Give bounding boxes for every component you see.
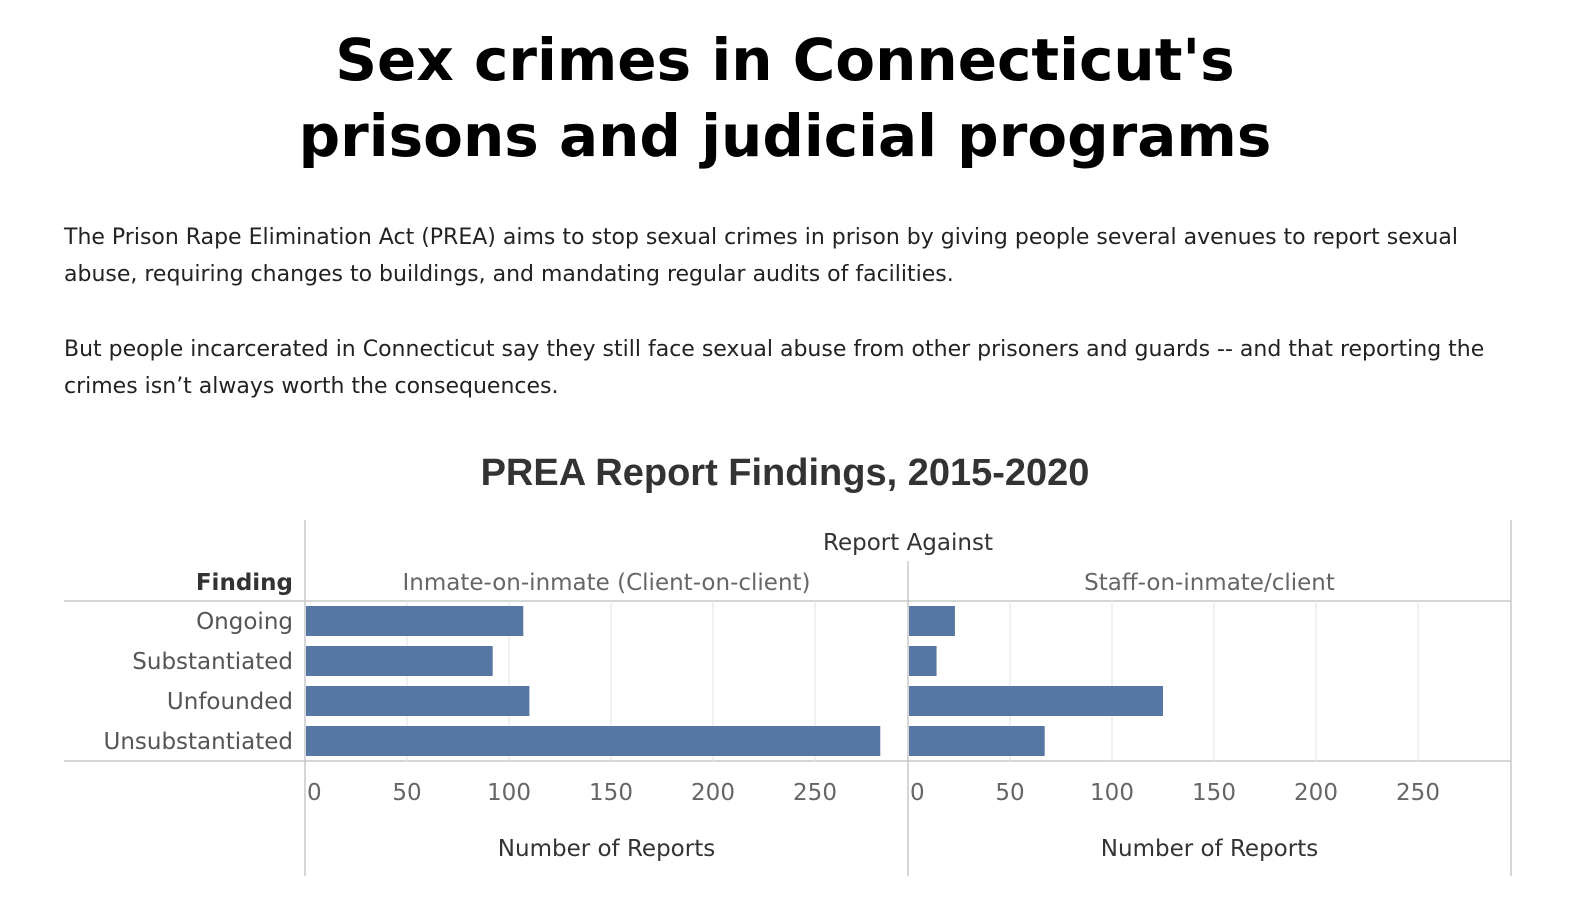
x-tick-label: 100 [487,780,531,806]
category-label: Unsubstantiated [103,729,293,755]
x-tick-label: 50 [995,780,1024,806]
x-tick-label: 250 [793,780,837,806]
intro-paragraph: The Prison Rape Elimination Act (PREA) a… [64,225,1458,287]
category-label: Unfounded [167,689,293,715]
bar-1-0 [909,606,955,636]
row-header-label: Finding [196,570,293,596]
x-tick-label: 0 [307,780,322,806]
page-title-line-2: prisons and judicial programs [298,102,1272,170]
chart-title: PREA Report Findings, 2015-2020 [480,452,1090,494]
bar-0-2 [306,686,530,716]
panel-header-label: Inmate-on-inmate (Client-on-client) [402,570,810,596]
context-paragraph: But people incarcerated in Connecticut s… [64,337,1485,399]
bar-1-3 [909,726,1045,756]
bar-1-1 [909,646,937,676]
x-axis-title: Number of Reports [498,836,715,862]
category-label: Ongoing [196,609,293,635]
x-tick-label: 0 [910,780,925,806]
bar-1-2 [909,686,1163,716]
x-tick-label: 200 [1294,780,1338,806]
column-header-label: Report Against [823,530,993,556]
x-tick-label: 50 [392,780,421,806]
bar-0-1 [306,646,493,676]
x-tick-label: 250 [1396,780,1440,806]
x-tick-label: 100 [1090,780,1134,806]
page-title-line-1: Sex crimes in Connecticut's [335,26,1235,94]
bar-0-3 [306,726,881,756]
page-title: Sex crimes in Connecticut's prisons and … [0,22,1570,174]
x-tick-label: 150 [589,780,633,806]
bar-0-0 [306,606,524,636]
x-tick-label: 150 [1192,780,1236,806]
panel-header-label: Staff-on-inmate/client [1084,570,1335,596]
category-label: Substantiated [132,649,293,675]
x-tick-label: 200 [691,780,735,806]
x-axis-title: Number of Reports [1101,836,1318,862]
